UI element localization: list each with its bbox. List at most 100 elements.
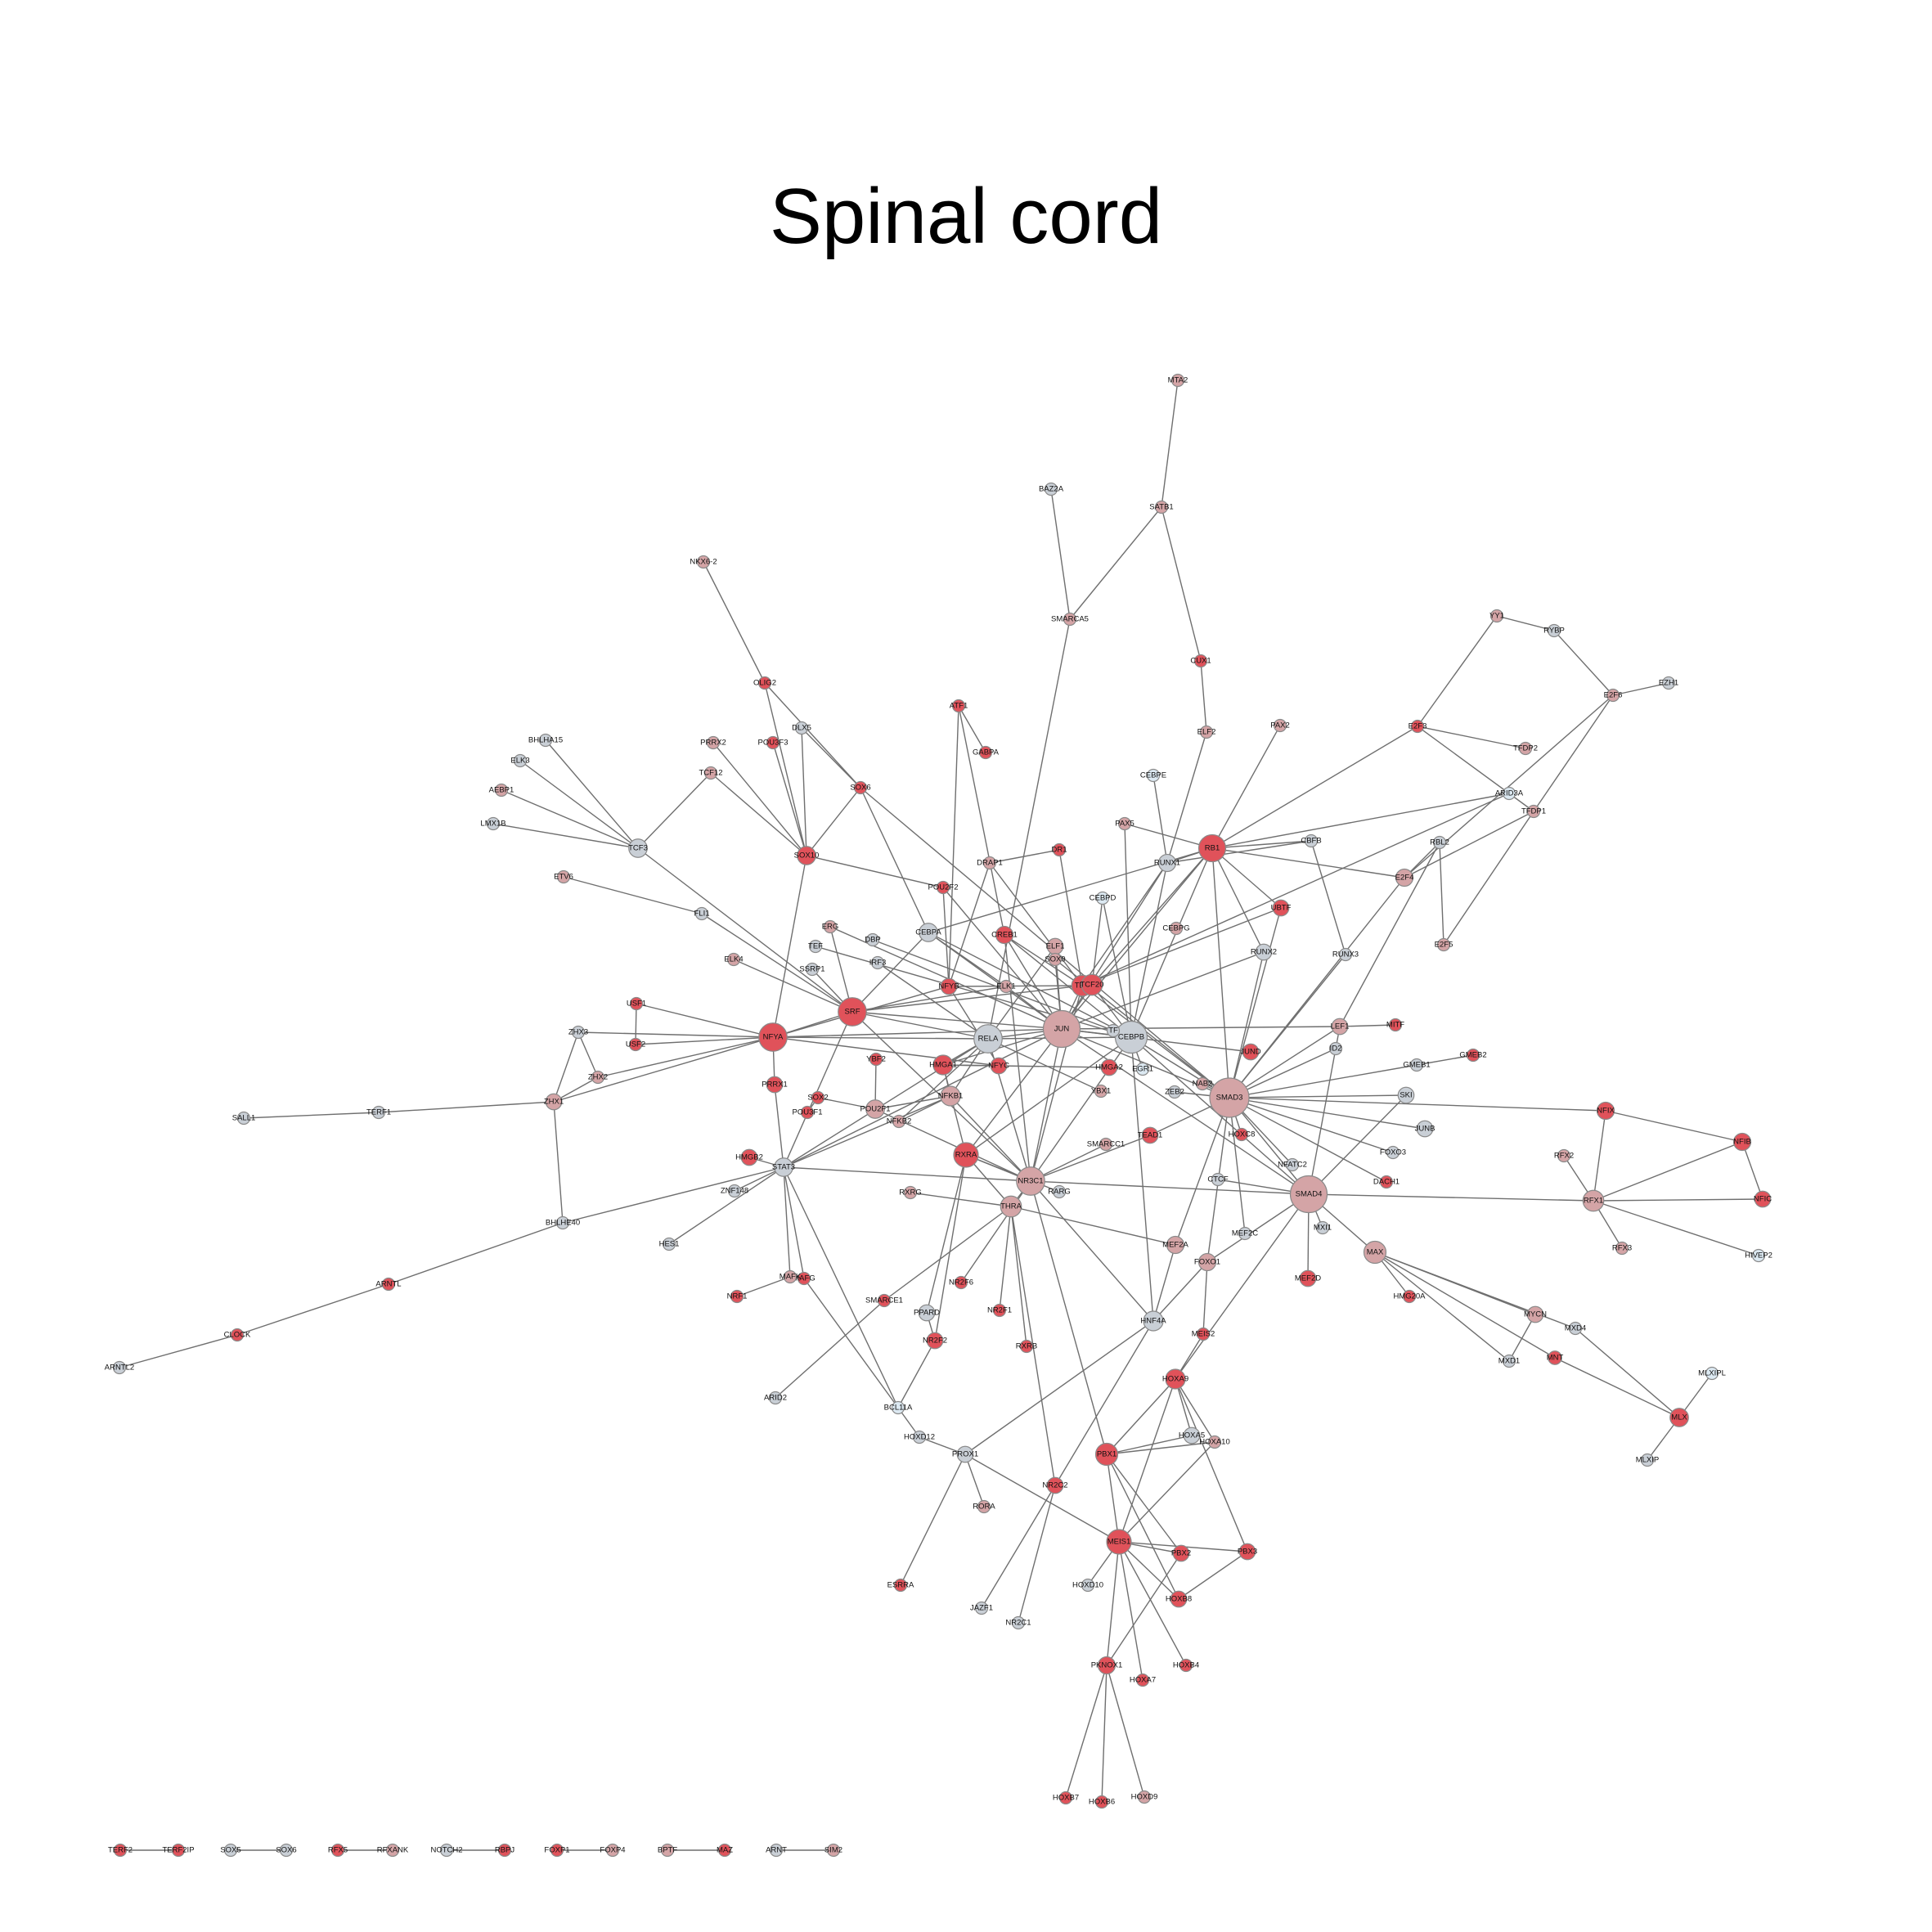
- node-esrra: ESRRA: [887, 1578, 914, 1593]
- node-runx2: RUNX2: [1251, 943, 1277, 961]
- node-circle: [545, 1093, 563, 1111]
- node-circle: [1669, 1408, 1689, 1427]
- node-label: HMGA2: [1095, 1063, 1123, 1072]
- node-circle: [1052, 1184, 1067, 1199]
- node-label: HOXA10: [1199, 1438, 1230, 1447]
- node-label: NR2F2: [923, 1337, 947, 1346]
- node-label: ETV6: [554, 873, 573, 882]
- node-mxd1: MXD1: [1498, 1354, 1520, 1368]
- node-circle: [951, 699, 966, 713]
- node-label: RFX3: [1612, 1244, 1632, 1253]
- edge-NR2C2-JAZF1: [981, 1485, 1056, 1609]
- node-usf2: USF2: [626, 1037, 645, 1052]
- edge-ZHX3-ZHX1: [553, 1031, 579, 1103]
- node-label: RELA: [978, 1035, 999, 1044]
- node-label: ELK4: [724, 955, 743, 964]
- edge-LMX1B-TCF3: [492, 823, 639, 849]
- node-atf1: ATF1: [950, 699, 968, 713]
- node-label: HNF4A: [1140, 1317, 1166, 1326]
- edge-GMEB1-GMEB2: [1416, 1054, 1474, 1066]
- node-label: PBX2: [1171, 1549, 1191, 1558]
- edge-NFIB-NFIC: [1741, 1141, 1764, 1200]
- edge-STAT3-BCL11A: [783, 1166, 899, 1409]
- node-label: SMARCC1: [1087, 1140, 1125, 1149]
- node-label: TCF3: [628, 844, 648, 853]
- node-circle: [113, 1843, 128, 1858]
- node-label: NFYC: [988, 1062, 1009, 1071]
- node-circle: [1052, 842, 1067, 857]
- node-label: TEF: [808, 942, 823, 951]
- node-circle: [1331, 1018, 1349, 1036]
- node-circle: [1489, 609, 1504, 623]
- node-circle: [1289, 1175, 1328, 1214]
- edge-CEBPA-CEBPB: [928, 932, 1132, 1038]
- node-circle: [766, 735, 780, 750]
- node-label: PROX1: [952, 1450, 978, 1459]
- node-circle: [1751, 1248, 1766, 1263]
- node-circle: [223, 1843, 238, 1858]
- edge-IRF3-RELA: [877, 962, 989, 1040]
- node-label: BHLHE40: [546, 1219, 580, 1228]
- node-circle: [1019, 1339, 1034, 1354]
- node-arid2: ARID2: [764, 1391, 787, 1405]
- node-bcl11a: BCL11A: [884, 1400, 913, 1415]
- node-circle: [808, 939, 823, 954]
- node-nr2c2: NR2C2: [1042, 1476, 1068, 1494]
- node-label: E2F5: [1435, 941, 1453, 950]
- node-hoxb7: HOXB7: [1053, 1790, 1079, 1805]
- edge-POU2F2-NFYB: [942, 887, 950, 987]
- node-label: HMGA1: [929, 1061, 957, 1070]
- edge-ERG-SRF: [829, 926, 853, 1013]
- node-mlxipl: MLXIPL: [1698, 1366, 1726, 1381]
- node-label: CEBPB: [1118, 1033, 1144, 1042]
- node-circle: [805, 962, 820, 977]
- node-jund: JUND: [1240, 1043, 1261, 1061]
- node-notch2: NOTCH2: [430, 1843, 463, 1858]
- node-drap1: DRAP1: [977, 856, 1003, 870]
- node-label: ARNT: [766, 1846, 787, 1855]
- node-prox1: PROX1: [952, 1445, 978, 1463]
- node-circle: [1547, 623, 1561, 638]
- node-circle: [1238, 1226, 1252, 1241]
- node-circle: [1379, 1175, 1394, 1189]
- node-rfx1: RFX1: [1582, 1189, 1605, 1212]
- node-circle: [1044, 482, 1058, 496]
- node-label: DRAP1: [977, 859, 1003, 868]
- edge-HNF4A-NR2C2: [1054, 1320, 1154, 1486]
- node-cux1: CUX1: [1190, 654, 1211, 668]
- node-circle: [1606, 688, 1620, 703]
- node-circle: [1732, 1132, 1752, 1152]
- node-dach1: DACH1: [1373, 1175, 1400, 1189]
- node-circle: [1615, 1241, 1629, 1256]
- edge-SOX10-SOX6: [806, 787, 861, 856]
- edge-PKNOX1-HOXB7: [1065, 1665, 1108, 1799]
- edge-MEIS1-HOXB8: [1118, 1541, 1179, 1600]
- node-mef2a: MEF2A: [1162, 1235, 1188, 1255]
- node-label: RUNX1: [1154, 859, 1180, 868]
- node-circle: [1011, 1615, 1026, 1630]
- node-circle: [1000, 1195, 1022, 1218]
- edge-RUNX3-SMAD3: [1229, 954, 1346, 1099]
- node-circle: [660, 1843, 675, 1858]
- node-hes1: HES1: [659, 1237, 679, 1251]
- edge-NFKB1-NR3C1: [950, 1095, 1031, 1182]
- node-fli1: FLI1: [694, 906, 710, 921]
- node-circle: [1402, 1289, 1417, 1304]
- node-circle: [797, 846, 816, 865]
- node-label: TERF2IP: [162, 1846, 194, 1855]
- node-circle: [974, 1601, 989, 1615]
- node-olig2: OLIG2: [753, 676, 776, 690]
- node-label: NRF1: [727, 1292, 748, 1301]
- node-id2: ID2: [1328, 1041, 1343, 1056]
- edge-ARID3A-RB1: [1211, 793, 1510, 849]
- node-circle: [1141, 1126, 1159, 1144]
- node-circle: [1099, 1137, 1113, 1152]
- node-label: CREB1: [991, 931, 1018, 940]
- edge-THRA-NR2F1: [999, 1206, 1012, 1311]
- edge-ZHX3-ZHX2: [577, 1031, 599, 1078]
- node-label: JUNB: [1415, 1125, 1436, 1134]
- node-circle: [497, 1843, 512, 1858]
- node-cebpd: CEBPD: [1090, 891, 1117, 905]
- edge-MTA2-SATB1: [1161, 380, 1179, 508]
- node-label: POU3F1: [793, 1108, 823, 1117]
